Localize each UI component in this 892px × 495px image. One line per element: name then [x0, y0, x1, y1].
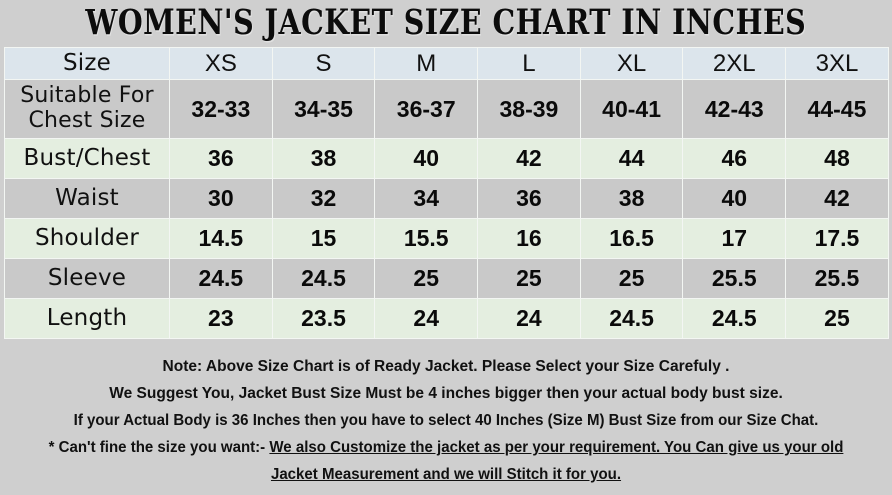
cell: 46 — [682, 138, 787, 179]
table-row-bust-chest: Bust/Chest 36 38 40 42 44 46 48 — [4, 138, 889, 179]
cell: 25 — [374, 258, 479, 299]
table-row-shoulder: Shoulder 14.5 15 15.5 16 16.5 17 17.5 — [4, 218, 889, 259]
row-label-bust-chest: Bust/Chest — [4, 138, 170, 179]
cell: 38 — [271, 138, 376, 179]
header-cell-size: Size — [4, 47, 170, 80]
page-title: WOMEN'S JACKET SIZE CHART IN INCHES — [85, 2, 807, 43]
cell: 14.5 — [169, 218, 273, 259]
header-cell-2xl: 2XL — [682, 47, 787, 80]
cell: 36 — [477, 178, 581, 219]
table-row-suitable-chest-size: Suitable For Chest Size 32-33 34-35 36-3… — [4, 79, 889, 139]
cell: 36-37 — [374, 79, 479, 139]
table-row-sleeve: Sleeve 24.5 24.5 25 25 25 25.5 25.5 — [4, 258, 889, 299]
cell: 38-39 — [477, 79, 581, 139]
cell: 34-35 — [271, 79, 376, 139]
cell: 40-41 — [579, 79, 684, 139]
cell: 16 — [477, 218, 581, 259]
cell: 17 — [682, 218, 787, 259]
cell: 25 — [785, 298, 889, 339]
header-cell-m: M — [374, 47, 479, 80]
note-line-2: We Suggest You, Jacket Bust Size Must be… — [109, 385, 783, 402]
row-label-shoulder: Shoulder — [4, 218, 170, 259]
note-line-4-plain: * Can't fine the size you want:- — [48, 439, 270, 456]
cell: 15.5 — [374, 218, 479, 259]
cell: 42 — [785, 178, 889, 219]
cell: 24 — [374, 298, 479, 339]
row-label-suitable-chest-size: Suitable For Chest Size — [4, 79, 170, 139]
cell: 36 — [169, 138, 273, 179]
cell: 25 — [477, 258, 581, 299]
note-line-5: Jacket Measurement and we will Stitch it… — [13, 461, 878, 488]
row-label-sleeve: Sleeve — [4, 258, 170, 299]
cell: 24.5 — [169, 258, 273, 299]
note-line-1: Note: Above Size Chart is of Ready Jacke… — [162, 358, 730, 375]
cell: 24 — [477, 298, 581, 339]
cell: 40 — [374, 138, 479, 179]
table-header-row: Size XS S M L XL 2XL 3XL — [4, 47, 889, 80]
chart-title-bar: WOMEN'S JACKET SIZE CHART IN INCHES — [0, 0, 892, 45]
row-label-length: Length — [4, 298, 170, 339]
cell: 24.5 — [271, 258, 376, 299]
table-row-waist: Waist 30 32 34 36 38 40 42 — [4, 178, 889, 219]
cell: 38 — [579, 178, 684, 219]
cell: 15 — [271, 218, 376, 259]
cell: 25.5 — [682, 258, 787, 299]
notes-section: Note: Above Size Chart is of Ready Jacke… — [0, 349, 892, 495]
cell: 25.5 — [785, 258, 889, 299]
table-row-length: Length 23 23.5 24 24 24.5 24.5 25 — [4, 298, 889, 339]
header-cell-l: L — [477, 47, 581, 80]
size-chart-table: Size XS S M L XL 2XL 3XL Suitable For Ch… — [4, 47, 889, 339]
note-line-3: If your Actual Body is 36 Inches then yo… — [73, 412, 819, 429]
cell: 42 — [477, 138, 581, 179]
cell: 30 — [169, 178, 273, 219]
cell: 17.5 — [785, 218, 889, 259]
note-line-5-underlined: Jacket Measurement and we will Stitch it… — [270, 466, 622, 483]
cell: 40 — [682, 178, 787, 219]
header-cell-s: S — [271, 47, 376, 80]
header-cell-xl: XL — [579, 47, 684, 80]
cell: 25 — [579, 258, 684, 299]
note-line-4: * Can't fine the size you want:- We also… — [13, 434, 878, 461]
cell: 42-43 — [682, 79, 787, 139]
cell: 32 — [271, 178, 376, 219]
cell: 32-33 — [169, 79, 273, 139]
cell: 24.5 — [579, 298, 684, 339]
cell: 23.5 — [271, 298, 376, 339]
header-cell-3xl: 3XL — [785, 47, 889, 80]
cell: 48 — [785, 138, 889, 179]
cell: 16.5 — [579, 218, 684, 259]
header-cell-xs: XS — [169, 47, 273, 80]
cell: 44-45 — [785, 79, 889, 139]
cell: 24.5 — [682, 298, 787, 339]
cell: 34 — [374, 178, 479, 219]
row-label-waist: Waist — [4, 178, 170, 219]
note-line-4-underlined: We also Customize the jacket as per your… — [269, 439, 844, 456]
cell: 23 — [169, 298, 273, 339]
cell: 44 — [579, 138, 684, 179]
